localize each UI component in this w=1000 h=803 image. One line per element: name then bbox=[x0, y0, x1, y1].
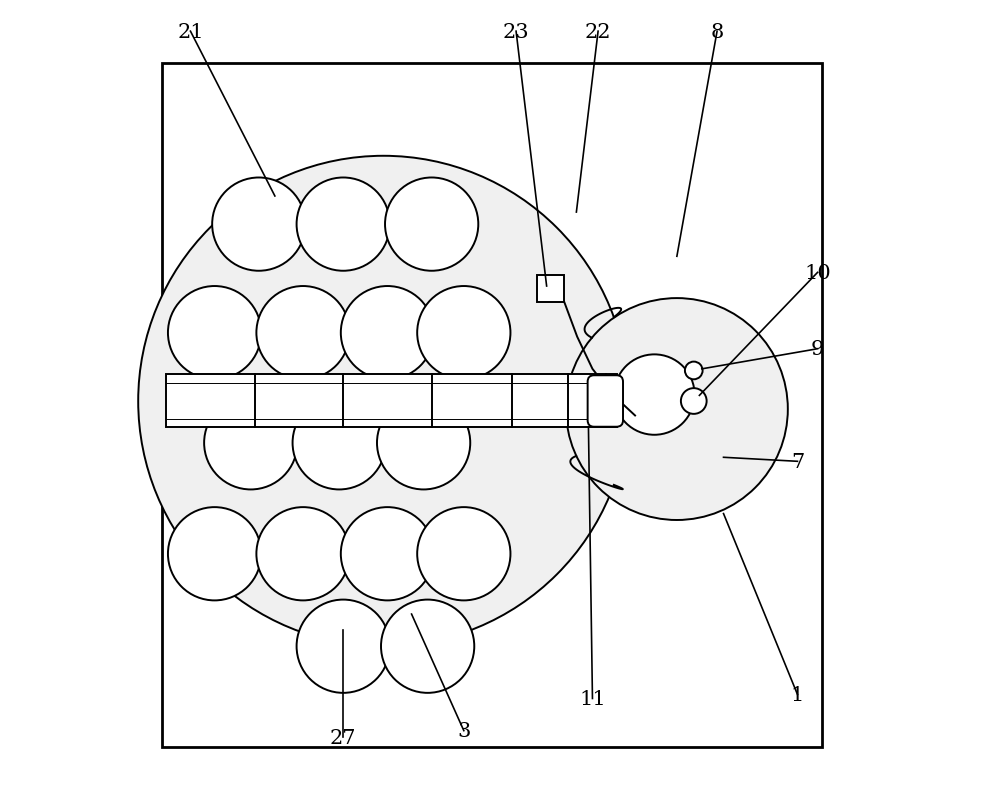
Circle shape bbox=[381, 600, 474, 693]
Text: 11: 11 bbox=[579, 689, 606, 708]
Circle shape bbox=[204, 397, 297, 490]
Circle shape bbox=[341, 287, 434, 380]
Circle shape bbox=[341, 507, 434, 601]
Circle shape bbox=[293, 397, 386, 490]
Circle shape bbox=[297, 178, 390, 271]
FancyBboxPatch shape bbox=[588, 376, 623, 427]
Circle shape bbox=[297, 600, 390, 693]
Text: 21: 21 bbox=[177, 22, 204, 42]
Circle shape bbox=[614, 355, 695, 435]
Circle shape bbox=[212, 178, 305, 271]
Text: 7: 7 bbox=[791, 452, 804, 471]
Circle shape bbox=[566, 299, 788, 520]
Bar bbox=[162, 64, 822, 747]
Circle shape bbox=[256, 287, 350, 380]
Circle shape bbox=[138, 157, 629, 646]
Bar bbox=[166, 375, 617, 427]
Circle shape bbox=[168, 287, 261, 380]
Circle shape bbox=[385, 178, 478, 271]
Text: 1: 1 bbox=[791, 685, 804, 704]
Circle shape bbox=[256, 507, 350, 601]
Circle shape bbox=[417, 507, 510, 601]
Text: 23: 23 bbox=[503, 22, 529, 42]
Bar bbox=[537, 275, 564, 303]
Text: 27: 27 bbox=[330, 728, 356, 747]
Circle shape bbox=[168, 507, 261, 601]
Circle shape bbox=[417, 287, 510, 380]
Circle shape bbox=[681, 389, 707, 414]
Circle shape bbox=[377, 397, 470, 490]
Text: 3: 3 bbox=[457, 721, 471, 740]
Text: 22: 22 bbox=[585, 22, 611, 42]
Circle shape bbox=[685, 362, 703, 380]
Text: 9: 9 bbox=[811, 340, 824, 359]
Text: 8: 8 bbox=[710, 22, 724, 42]
Text: 10: 10 bbox=[804, 263, 831, 283]
